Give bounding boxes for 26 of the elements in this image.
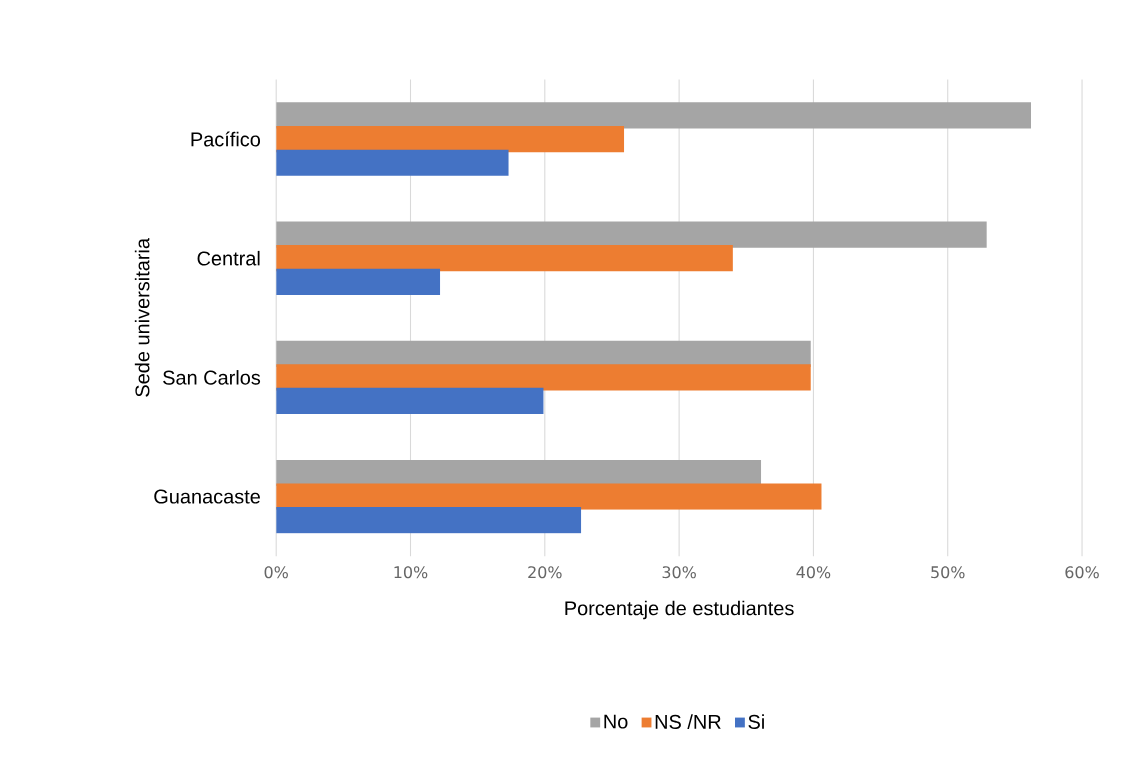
x-axis-title: Porcentaje de estudiantes	[565, 600, 794, 620]
x-tick-label: 20%	[528, 565, 562, 579]
legend-label: No	[604, 714, 628, 729]
x-tick-label: 0%	[264, 565, 288, 579]
x-tick-label: 60%	[1065, 565, 1099, 579]
bar	[276, 149, 509, 176]
x-tick-label: 10%	[394, 565, 428, 579]
bar	[276, 387, 544, 414]
y-tick-label: Guanacaste	[154, 489, 260, 504]
x-tick-label: 50%	[931, 565, 965, 579]
bar	[276, 364, 811, 391]
bar	[276, 125, 625, 152]
y-axis-title: Sede universitaria	[134, 237, 150, 397]
bar	[276, 483, 822, 510]
x-tick-label: 30%	[662, 565, 696, 579]
legend-label: Si	[748, 714, 764, 729]
bar	[276, 102, 1031, 129]
legend-label: NS /NR	[655, 714, 721, 729]
bar	[276, 244, 733, 272]
y-tick-label: Central	[197, 250, 260, 266]
bar	[276, 221, 987, 248]
bar	[276, 506, 582, 534]
y-tick-label: San Carlos	[163, 369, 261, 385]
bar	[276, 268, 441, 295]
y-tick-label: Pacífico	[191, 131, 261, 147]
x-tick-label: 40%	[796, 565, 831, 579]
